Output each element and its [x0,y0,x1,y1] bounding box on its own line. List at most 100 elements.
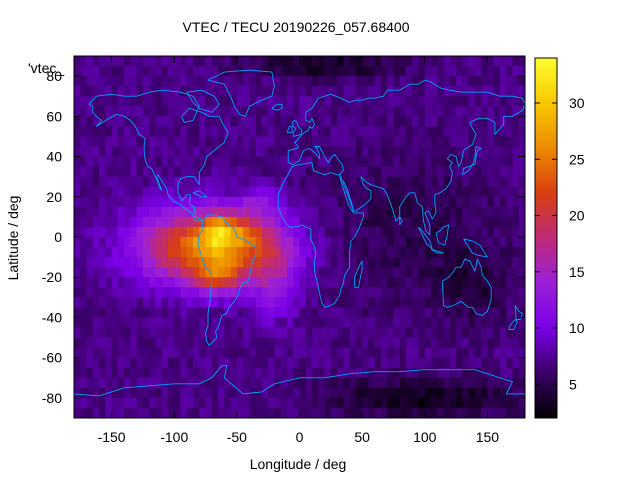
heatmap-cell [424,307,432,318]
heatmap-cell [449,196,457,208]
heatmap-cell [337,357,344,369]
heatmap-cell [117,216,125,228]
heatmap-cell [293,186,300,198]
heatmap-cell [380,216,388,228]
heatmap-cell [318,116,325,127]
heatmap-cell [142,357,150,369]
heatmap-cell [255,387,263,399]
heatmap-cell [499,367,507,379]
heatmap-cell [218,267,225,278]
heatmap-cell [368,307,376,318]
heatmap-cell [387,377,394,389]
heatmap-cell [167,287,175,298]
heatmap-cell [286,287,294,298]
heatmap-cell [305,176,313,188]
heatmap-cell [186,126,194,137]
heatmap-cell [355,136,363,147]
heatmap-cell [368,317,376,328]
heatmap-cell [499,166,507,178]
heatmap-cell [493,277,501,288]
heatmap-cell [418,347,426,359]
heatmap-cell [493,357,501,369]
heatmap-cell [456,257,463,268]
heatmap-cell [424,317,432,328]
heatmap-cell [255,206,263,218]
heatmap-cell [318,226,325,238]
heatmap-cell [180,387,188,399]
heatmap-cell [211,216,219,228]
heatmap-cell [136,237,144,248]
heatmap-cell [180,407,188,419]
heatmap-cell [468,327,476,338]
heatmap-cell [474,337,482,349]
heatmap-cell [324,257,332,268]
heatmap-cell [155,66,163,77]
heatmap-cell [111,277,119,288]
heatmap-cell [280,196,288,208]
heatmap-cell [424,176,432,188]
heatmap-cell [337,327,344,338]
heatmap-cell [431,277,438,288]
heatmap-cell [349,196,357,208]
heatmap-cell [349,307,357,318]
heatmap-cell [249,277,257,288]
heatmap-cell [456,216,463,228]
heatmap-cell [318,317,325,328]
heatmap-cell [405,136,413,147]
heatmap-cell [261,307,269,318]
heatmap-cell [299,247,307,258]
heatmap-cell [374,136,382,147]
heatmap-cell [312,106,319,117]
heatmap-cell [92,347,100,359]
heatmap-cell [399,186,407,198]
heatmap-cell [105,347,112,359]
heatmap-cell [493,136,501,147]
heatmap-cell [481,397,488,409]
heatmap-cell [155,126,163,137]
heatmap-cell [499,176,507,188]
heatmap-cell [280,126,288,137]
heatmap-cell [261,126,269,137]
heatmap-cell [380,247,388,258]
heatmap-cell [474,126,482,137]
heatmap-cell [130,377,138,389]
heatmap-cell [305,317,313,328]
heatmap-cell [243,96,250,107]
heatmap-cell [512,226,520,238]
heatmap-cell [349,66,357,77]
heatmap-cell [343,56,351,67]
heatmap-cell [487,357,495,369]
heatmap-cell [399,257,407,268]
heatmap-cell [399,287,407,298]
heatmap-cell [92,216,100,228]
heatmap-cell [142,106,150,117]
heatmap-cell [249,136,257,147]
heatmap-cell [186,76,194,87]
heatmap-cell [337,297,344,308]
heatmap-cell [355,357,363,369]
heatmap-cell [443,146,451,157]
heatmap-cell [431,206,438,218]
heatmap-cell [324,307,332,318]
heatmap-cell [111,226,119,238]
heatmap-cell [487,86,495,97]
heatmap-cell [218,317,225,328]
heatmap-cell [211,387,219,399]
heatmap-cell [368,186,376,198]
heatmap-cell [268,377,275,389]
heatmap-cell [437,76,444,87]
heatmap-cell [92,387,100,399]
heatmap-cell [149,166,156,178]
heatmap-cell [481,327,488,338]
heatmap-cell [431,337,438,349]
heatmap-cell [355,146,363,157]
heatmap-cell [324,226,332,238]
heatmap-cell [318,397,325,409]
heatmap-cell [318,206,325,218]
heatmap-cell [412,327,419,338]
heatmap-cell [405,317,413,328]
heatmap-cell [155,367,163,379]
heatmap-cell [424,196,432,208]
heatmap-cell [142,136,150,147]
heatmap-cell [330,86,338,97]
